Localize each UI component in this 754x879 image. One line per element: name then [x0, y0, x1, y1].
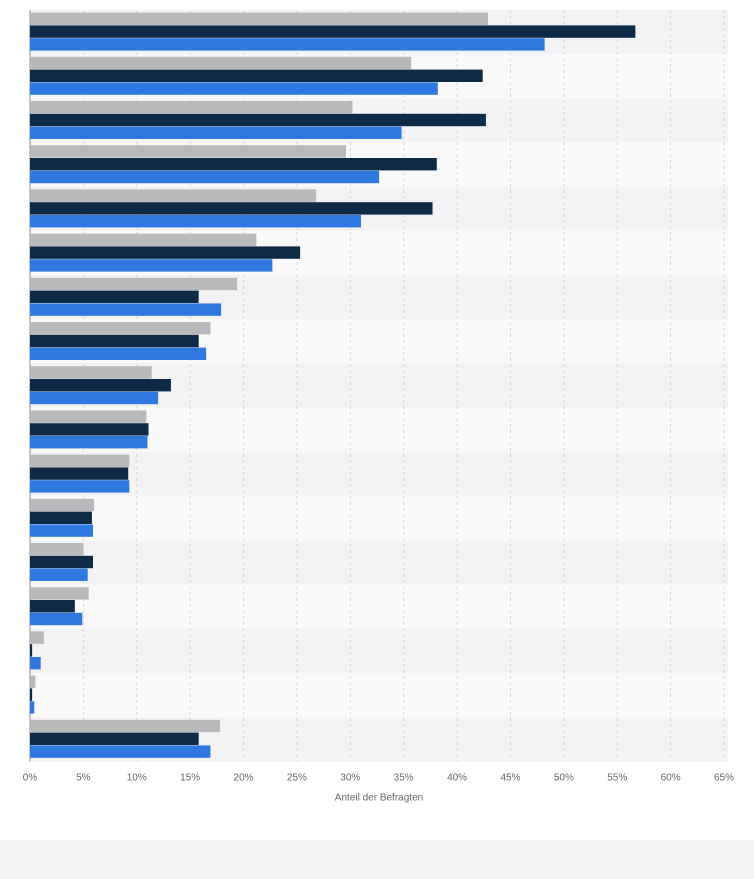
bar-series-2[interactable] — [30, 644, 33, 657]
bar-series-1[interactable] — [30, 410, 147, 423]
chart-container: 0% 5% 10% 15% 20% 25% 30% 35% 40% 45% 50% 55% 60% 65%… — [0, 0, 754, 840]
x-tick-label: 55% — [607, 772, 627, 783]
bar-series-1[interactable] — [30, 366, 152, 379]
bar-series-1[interactable] — [30, 12, 489, 25]
bar-series-2[interactable] — [30, 555, 93, 569]
bar-series-1[interactable] — [30, 719, 221, 733]
row-band — [30, 496, 728, 541]
bar-series-3[interactable] — [30, 524, 93, 537]
x-tick-label: 35% — [394, 772, 414, 783]
bar-series-3[interactable] — [30, 612, 83, 626]
bars — [30, 12, 636, 758]
bar-series-3[interactable] — [30, 701, 35, 714]
x-tick-label: 30% — [340, 772, 360, 783]
bar-series-1[interactable] — [30, 233, 257, 246]
bar-series-2[interactable] — [30, 600, 75, 613]
x-tick-label: 20% — [234, 772, 254, 783]
x-tick-label: 10% — [127, 772, 147, 783]
bar-series-2[interactable] — [30, 158, 437, 171]
bar-series-1[interactable] — [30, 454, 130, 467]
x-tick-label: 5% — [76, 772, 91, 783]
grid-lines — [29, 10, 725, 762]
bar-series-3[interactable] — [30, 347, 207, 360]
bar-series-3[interactable] — [30, 391, 159, 405]
bar-series-1[interactable] — [30, 101, 353, 114]
bar-series-3[interactable] — [30, 126, 402, 139]
bar-series-1[interactable] — [30, 675, 36, 688]
bar-series-1[interactable] — [30, 322, 211, 335]
bar-chart: 0% 5% 10% 15% 20% 25% 30% 35% 40% 45% 50% 55% 60% 65%… — [23, 10, 734, 803]
bar-series-3[interactable] — [30, 657, 41, 670]
bar-series-3[interactable] — [30, 170, 380, 184]
bar-series-3[interactable] — [30, 568, 88, 581]
bar-series-1[interactable] — [30, 587, 89, 600]
x-tick-label: 50% — [554, 772, 574, 783]
bar-series-2[interactable] — [30, 334, 199, 348]
bar-series-2[interactable] — [30, 467, 129, 480]
bar-series-1[interactable] — [30, 498, 95, 512]
bar-series-3[interactable] — [30, 436, 148, 449]
bar-series-1[interactable] — [30, 56, 412, 70]
bar-series-1[interactable] — [30, 277, 238, 291]
x-tick-label: 15% — [180, 772, 200, 783]
row-band — [30, 673, 728, 718]
bar-series-2[interactable] — [30, 379, 171, 392]
bar-series-2[interactable] — [30, 511, 92, 524]
row-band — [30, 584, 728, 629]
bar-series-2[interactable] — [30, 290, 199, 303]
bar-series-2[interactable] — [30, 113, 486, 127]
bar-series-3[interactable] — [30, 303, 222, 316]
bar-series-3[interactable] — [30, 745, 211, 758]
bar-series-3[interactable] — [30, 38, 545, 51]
x-tick-label: 60% — [661, 772, 681, 783]
bar-series-2[interactable] — [30, 246, 301, 259]
bar-series-3[interactable] — [30, 259, 273, 272]
bar-series-3[interactable] — [30, 82, 438, 95]
bar-series-2[interactable] — [30, 423, 149, 436]
bar-series-2[interactable] — [30, 69, 483, 82]
bar-series-2[interactable] — [30, 25, 636, 38]
row-band — [30, 628, 728, 673]
bar-series-2[interactable] — [30, 202, 433, 215]
bar-series-3[interactable] — [30, 215, 361, 228]
x-tick-label: 40% — [447, 772, 467, 783]
bar-series-2[interactable] — [30, 688, 33, 701]
bar-series-1[interactable] — [30, 145, 347, 158]
x-tick-label: 65% — [714, 772, 734, 783]
x-axis-title: Anteil der Befragten — [335, 792, 423, 803]
bar-series-2[interactable] — [30, 732, 199, 745]
bar-series-3[interactable] — [30, 480, 130, 493]
bar-series-1[interactable] — [30, 543, 84, 556]
x-tick-label: 45% — [500, 772, 520, 783]
x-tick-label: 0% — [23, 772, 38, 783]
x-tick-label: 25% — [287, 772, 307, 783]
bar-series-1[interactable] — [30, 631, 44, 644]
bar-series-1[interactable] — [30, 189, 317, 202]
row-band — [30, 540, 728, 585]
x-tick-labels: 0% 5% 10% 15% 20% 25% 30% 35% 40% 45% 50% 55% 60% 65% — [23, 772, 734, 783]
row-band — [30, 452, 728, 497]
